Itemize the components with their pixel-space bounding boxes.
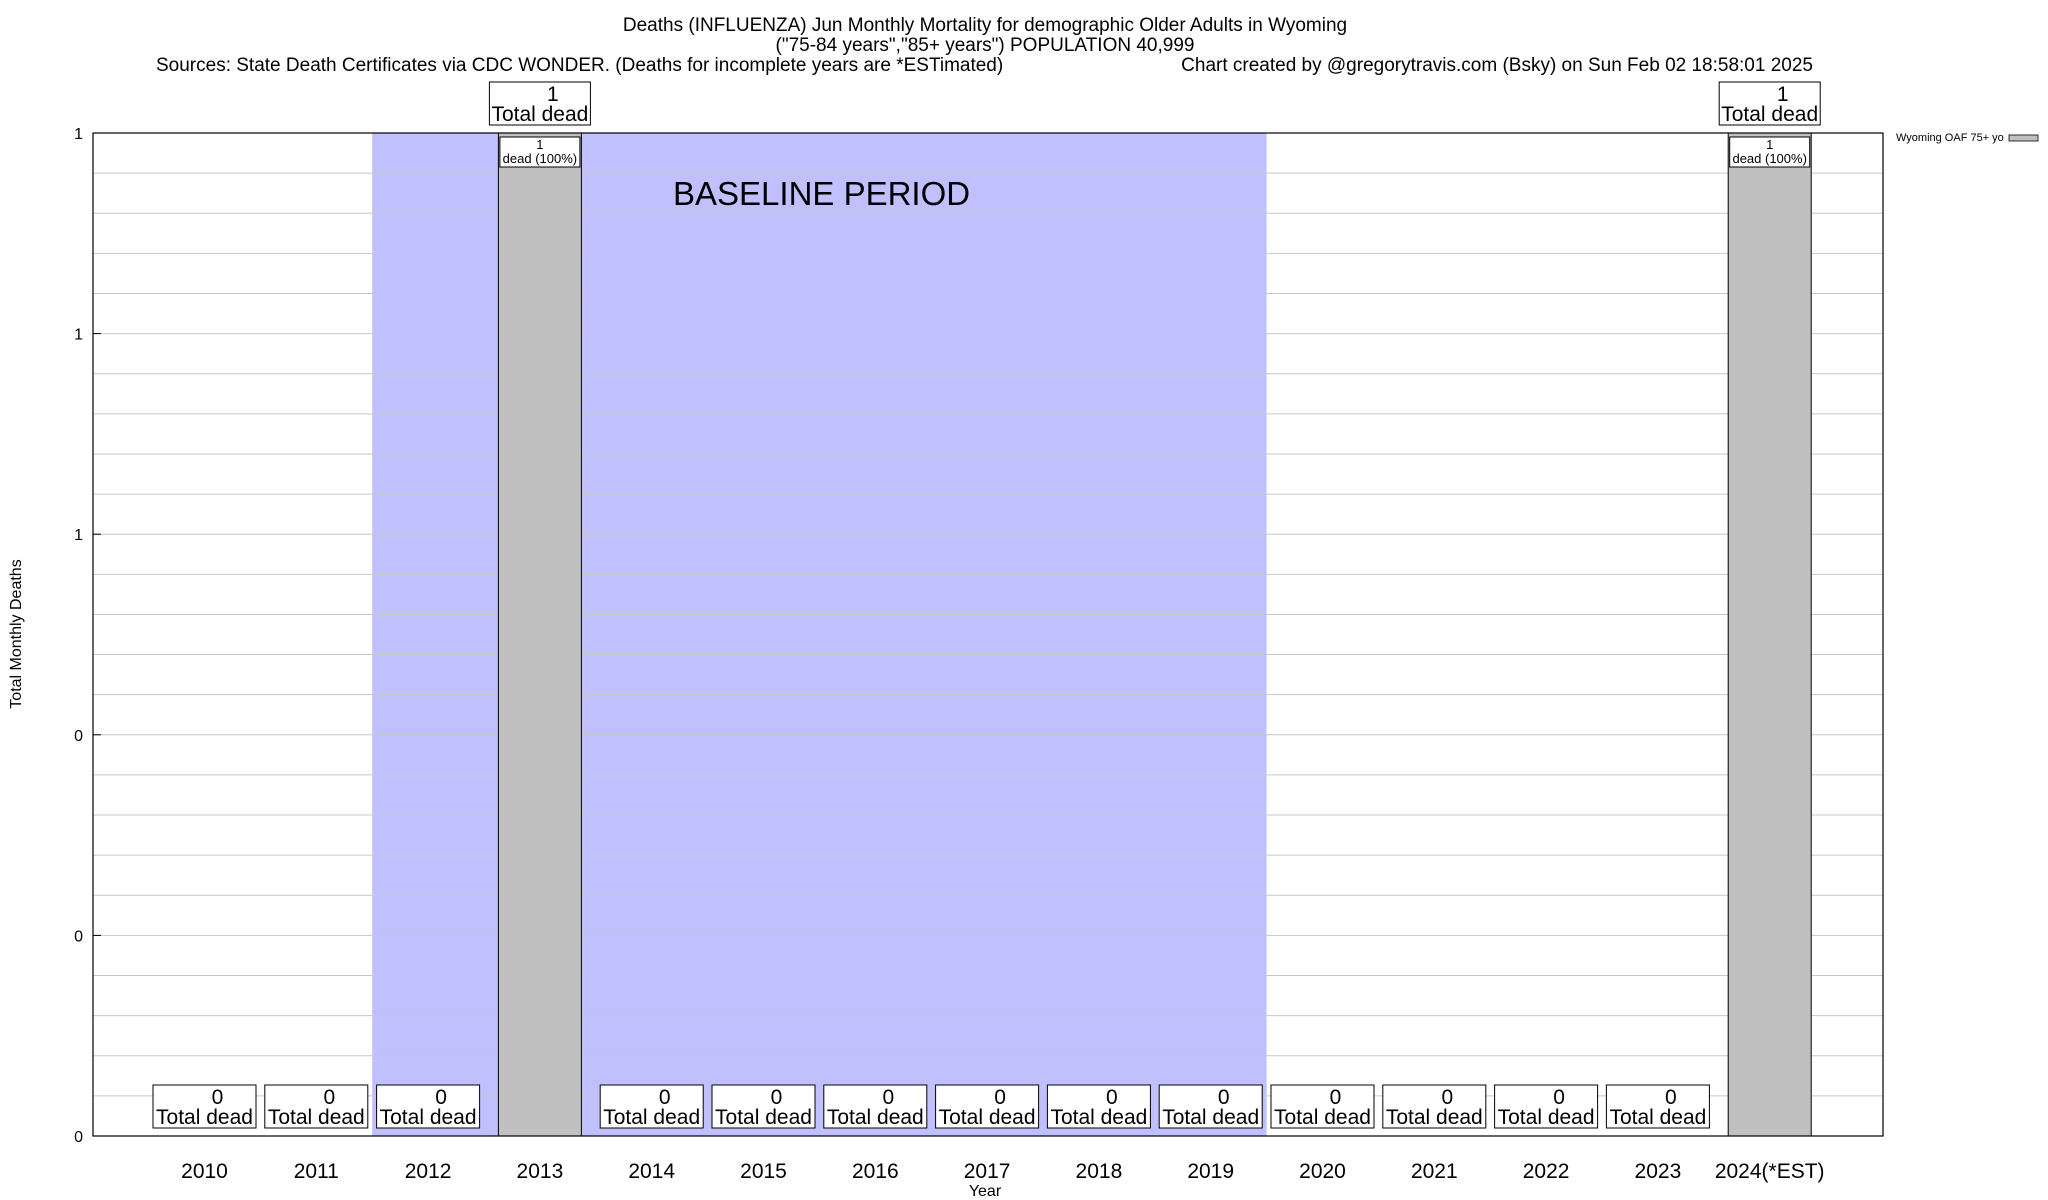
y-tick-label: 1 bbox=[74, 126, 83, 143]
legend: Wyoming OAF 75+ yo bbox=[1896, 132, 2039, 144]
x-tick-label: 2012 bbox=[405, 1160, 452, 1183]
x-tick-label: 2018 bbox=[1076, 1160, 1123, 1183]
total-dead-label: Total dead bbox=[715, 1106, 812, 1129]
legend-swatch bbox=[2008, 134, 2039, 142]
total-value-label: 1 bbox=[1777, 83, 1789, 106]
total-value-label: 0 bbox=[323, 1086, 335, 1109]
total-label-box bbox=[1382, 1084, 1487, 1129]
total-label-box bbox=[1494, 1084, 1599, 1129]
total-dead-label: Total dead bbox=[1162, 1106, 1259, 1129]
total-value-label: 0 bbox=[1330, 1086, 1342, 1109]
x-tick-label: 2013 bbox=[517, 1160, 564, 1183]
total-value-label: 0 bbox=[882, 1086, 894, 1109]
total-value-label: 0 bbox=[1665, 1086, 1677, 1109]
total-dead-label: Total dead bbox=[268, 1106, 365, 1129]
chart-title-line-2: ("75-84 years","85+ years") POPULATION 4… bbox=[776, 35, 1195, 56]
x-tick-label: 2014 bbox=[628, 1160, 675, 1183]
y-tick-label: 0 bbox=[74, 728, 83, 745]
bar bbox=[497, 132, 582, 1137]
plot-frame bbox=[92, 132, 1884, 1137]
total-value-label: 0 bbox=[771, 1086, 783, 1109]
y-tick-label: 0 bbox=[74, 1129, 83, 1146]
y-tick-label: 1 bbox=[74, 527, 83, 544]
x-tick-label: 2019 bbox=[1187, 1160, 1234, 1183]
total-label-box bbox=[488, 81, 591, 126]
x-tick-label: 2023 bbox=[1635, 1160, 1682, 1183]
total-value-label: 0 bbox=[659, 1086, 671, 1109]
bar bbox=[1727, 132, 1812, 1137]
x-tick-label: 2011 bbox=[294, 1160, 339, 1183]
total-label-box bbox=[1046, 1084, 1151, 1129]
bar-count-label: 1 bbox=[1766, 137, 1773, 152]
y-tick-label: 0 bbox=[74, 928, 83, 945]
total-label-box bbox=[264, 1084, 369, 1129]
total-dead-label: Total dead bbox=[1386, 1106, 1483, 1129]
total-dead-label: Total dead bbox=[1609, 1106, 1706, 1129]
bar-percent-label-box bbox=[1729, 136, 1811, 168]
total-label-box bbox=[823, 1084, 928, 1129]
x-tick-label: 2020 bbox=[1299, 1160, 1346, 1183]
total-value-label: 0 bbox=[994, 1086, 1006, 1109]
total-dead-label: Total dead bbox=[603, 1106, 700, 1129]
total-label-box bbox=[599, 1084, 704, 1129]
total-label-box bbox=[935, 1084, 1040, 1129]
bar-percent-label-box bbox=[499, 136, 581, 168]
total-value-label: 0 bbox=[1553, 1086, 1565, 1109]
total-value-label: 0 bbox=[435, 1086, 447, 1109]
x-tick-label: 2015 bbox=[740, 1160, 787, 1183]
y-tick-label: 1 bbox=[74, 327, 83, 344]
total-dead-label: Total dead bbox=[1274, 1106, 1371, 1129]
total-dead-label: Total dead bbox=[491, 103, 588, 126]
total-label-box bbox=[1158, 1084, 1263, 1129]
x-tick-label: 2010 bbox=[181, 1160, 228, 1183]
total-label-box bbox=[1270, 1084, 1375, 1129]
total-label-box bbox=[1718, 81, 1821, 126]
total-dead-label: Total dead bbox=[380, 1106, 477, 1129]
x-tick-label: 2021 bbox=[1411, 1160, 1458, 1183]
x-tick-label: 2017 bbox=[964, 1160, 1011, 1183]
x-axis-label: Year bbox=[969, 1183, 1002, 1200]
chart-title-line-1: Deaths (INFLUENZA) Jun Monthly Mortality… bbox=[623, 15, 1347, 36]
total-value-label: 0 bbox=[1441, 1086, 1453, 1109]
total-label-box bbox=[711, 1084, 816, 1129]
y-axis-label: Total Monthly Deaths bbox=[8, 559, 25, 708]
chart-credit: Chart created by @gregorytravis.com (Bsk… bbox=[1181, 55, 1813, 76]
total-label-box bbox=[1605, 1084, 1710, 1129]
total-value-label: 0 bbox=[1218, 1086, 1230, 1109]
x-tick-label: 2016 bbox=[852, 1160, 899, 1183]
baseline-period-label: BASELINE PERIOD bbox=[673, 175, 970, 212]
total-value-label: 0 bbox=[212, 1086, 224, 1109]
total-value-label: 0 bbox=[1106, 1086, 1118, 1109]
total-dead-label: Total dead bbox=[1050, 1106, 1147, 1129]
bar-percent-label: dead (100%) bbox=[1732, 151, 1806, 166]
legend-entry-label: Wyoming OAF 75+ yo bbox=[1896, 132, 2004, 144]
total-value-label: 1 bbox=[547, 83, 559, 106]
total-dead-label: Total dead bbox=[156, 1106, 253, 1129]
total-label-box bbox=[376, 1084, 481, 1129]
total-dead-label: Total dead bbox=[939, 1106, 1036, 1129]
bar-count-label: 1 bbox=[536, 137, 543, 152]
total-label-box bbox=[152, 1084, 257, 1129]
total-dead-label: Total dead bbox=[827, 1106, 924, 1129]
x-tick-label: 2024(*EST) bbox=[1715, 1160, 1825, 1183]
total-dead-label: Total dead bbox=[1498, 1106, 1595, 1129]
chart-sources: Sources: State Death Certificates via CD… bbox=[156, 55, 1003, 76]
total-dead-label: Total dead bbox=[1721, 103, 1818, 126]
bar-percent-label: dead (100%) bbox=[503, 151, 577, 166]
x-tick-label: 2022 bbox=[1523, 1160, 1570, 1183]
